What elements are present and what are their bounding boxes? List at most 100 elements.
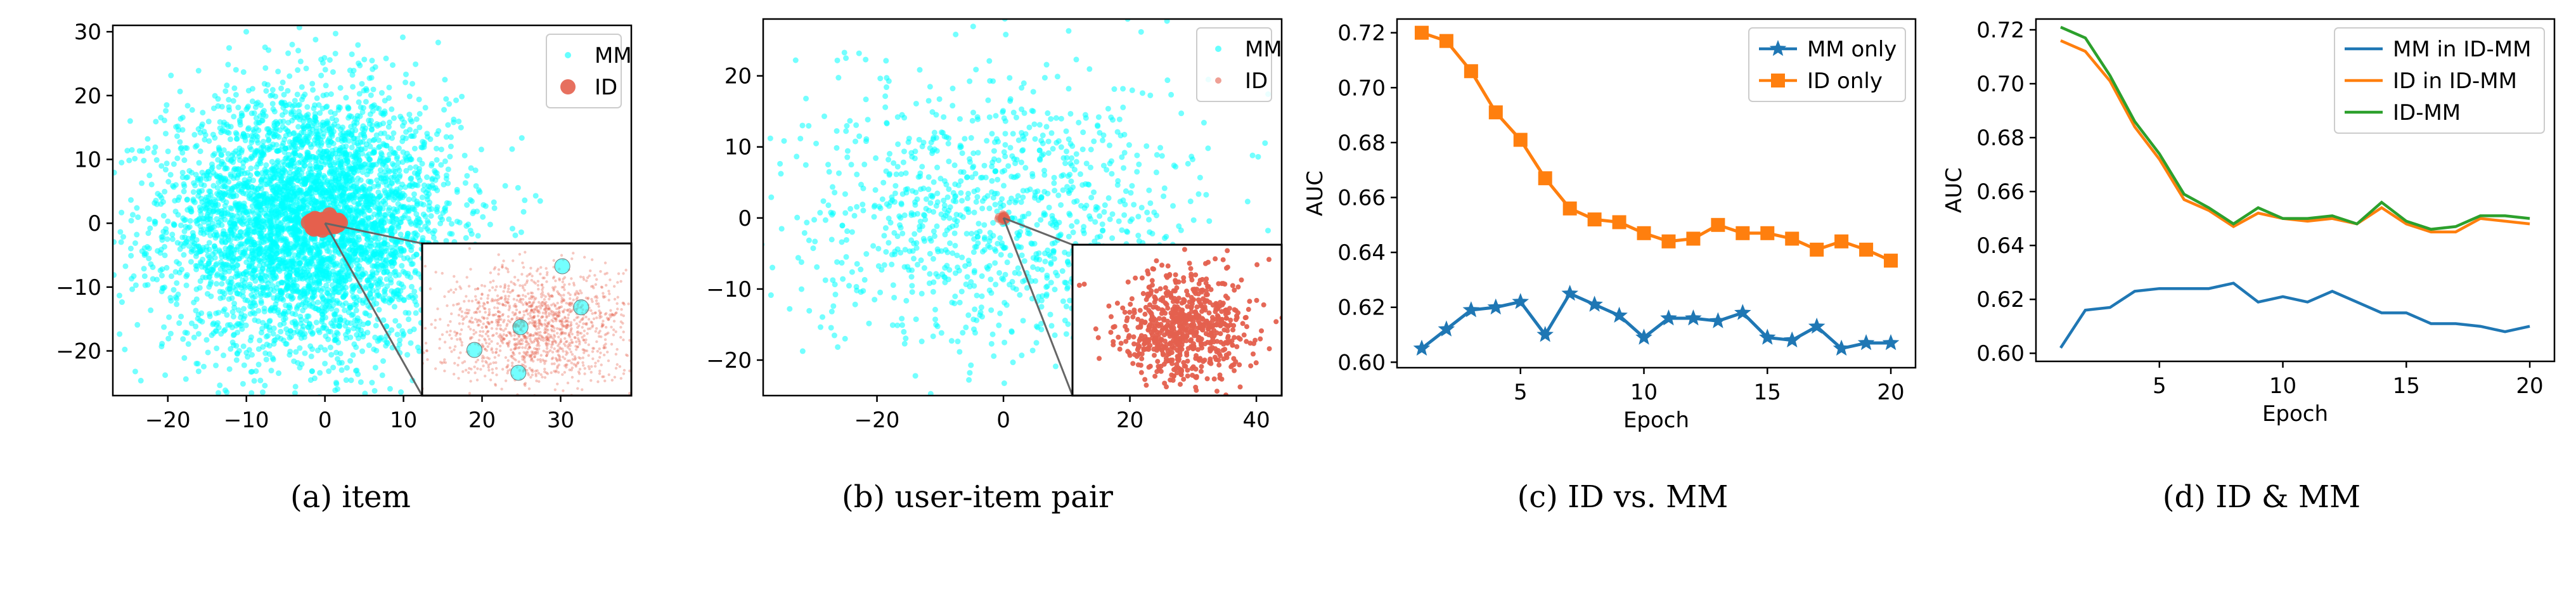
scatter-point [325, 181, 331, 188]
scatter-point [222, 239, 229, 245]
scatter-point [325, 127, 331, 134]
scatter-point [225, 322, 231, 328]
inset-point [558, 346, 562, 349]
scatter-point [336, 360, 342, 366]
scatter-point [380, 295, 387, 302]
scatter-point [100, 199, 105, 205]
scatter-point [193, 253, 199, 259]
scatter-point [169, 231, 176, 238]
scatter-point [305, 122, 311, 128]
scatter-point [222, 254, 229, 261]
scatter-point [356, 60, 362, 67]
scatter-point [165, 218, 171, 224]
inset-point [428, 287, 432, 290]
inset-point [543, 368, 546, 371]
scatter-point [401, 192, 408, 198]
scatter-point [335, 281, 341, 287]
scatter-point [263, 87, 269, 94]
scatter-point [407, 257, 413, 263]
scatter-point [221, 147, 227, 153]
inset-point [541, 290, 544, 294]
scatter-point [283, 145, 289, 152]
inset-point [568, 311, 571, 314]
inset-point [479, 330, 482, 333]
scatter-point [356, 163, 362, 169]
scatter-point [380, 120, 387, 127]
inset-point [512, 353, 516, 356]
scatter-point [98, 267, 104, 273]
scatter-point [162, 188, 168, 195]
inset-point [560, 328, 564, 331]
scatter-point [285, 182, 291, 188]
scatter-point [340, 170, 346, 176]
inset-point [529, 291, 533, 295]
scatter-point [293, 195, 299, 202]
scatter-point [155, 248, 161, 254]
inset-point [541, 336, 544, 339]
scatter-point [197, 176, 203, 182]
scatter-point [408, 221, 415, 227]
scatter-point [254, 254, 260, 260]
scatter-point [231, 221, 237, 227]
scatter-point [227, 238, 233, 244]
scatter-point [241, 283, 247, 289]
inset-point [542, 337, 546, 340]
scatter-point [231, 85, 238, 91]
scatter-point [332, 263, 338, 269]
scatter-point [165, 179, 172, 185]
scatter-point [226, 192, 232, 198]
scatter-point [443, 238, 449, 244]
inset-point [633, 302, 635, 305]
scatter-point [332, 171, 338, 178]
scatter-point [256, 199, 262, 205]
scatter-point [235, 183, 241, 189]
scatter-point [383, 192, 390, 198]
scatter-point [296, 257, 302, 263]
scatter-point [266, 180, 273, 186]
inset-point [547, 306, 551, 309]
scatter-point [324, 103, 330, 110]
inset-point [560, 297, 564, 300]
scatter-point [203, 243, 210, 250]
scatter-point [359, 271, 366, 277]
scatter-point [464, 202, 470, 208]
scatter-point [287, 101, 293, 108]
scatter-point [316, 135, 322, 141]
scatter-point [293, 320, 299, 326]
scatter-point [316, 169, 323, 176]
inset-point [587, 354, 590, 357]
scatter-point [370, 103, 376, 109]
scatter-point [269, 101, 276, 107]
scatter-point [342, 323, 349, 329]
scatter-point [349, 72, 356, 78]
scatter-point [302, 290, 308, 297]
scatter-point [399, 116, 405, 122]
scatter-point [366, 342, 372, 349]
inset-point [533, 307, 536, 311]
scatter-point [174, 133, 180, 139]
scatter-point [231, 113, 237, 120]
scatter-point [379, 445, 385, 451]
inset-point [516, 294, 520, 297]
scatter-point [294, 91, 300, 98]
inset-point [426, 358, 429, 361]
scatter-point [298, 273, 304, 279]
scatter-point [532, 193, 539, 199]
scatter-point [205, 223, 212, 229]
scatter-point [288, 241, 294, 247]
scatter-point [207, 311, 213, 317]
scatter-point [376, 137, 382, 143]
scatter-point [359, 247, 365, 254]
scatter-point [269, 304, 275, 311]
inset-point [464, 368, 468, 372]
inset-point [569, 330, 572, 333]
scatter-point [434, 131, 440, 138]
scatter-point [228, 346, 234, 352]
scatter-point [332, 30, 338, 37]
scatter-point [385, 134, 391, 140]
scatter-point [380, 228, 386, 235]
scatter-point [438, 162, 444, 168]
inset-point [552, 333, 556, 337]
scatter-point [443, 134, 449, 140]
scatter-point [353, 302, 359, 308]
